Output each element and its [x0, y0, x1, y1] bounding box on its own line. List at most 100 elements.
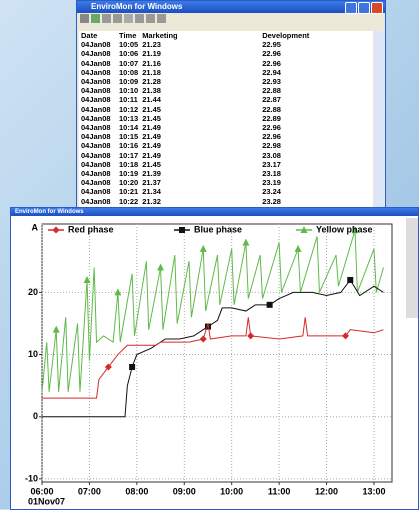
cell: 21.32 — [142, 196, 161, 206]
side-toolbar[interactable] — [406, 218, 418, 318]
cell: 10:23 — [117, 206, 140, 208]
marker — [199, 335, 207, 343]
cell: 23.24 — [262, 187, 281, 197]
plot-area — [41, 223, 393, 483]
cell: 04Jan08 — [81, 196, 111, 206]
cell: 04Jan08 — [81, 95, 111, 105]
tool-icon[interactable] — [157, 14, 166, 23]
table-row: 04Jan08 10:14 21.49 22.96 — [79, 123, 350, 132]
scrollbar[interactable] — [374, 31, 384, 208]
column-header: Time — [119, 31, 137, 40]
minimize-button[interactable] — [345, 2, 357, 14]
legend-label: Yellow phase — [316, 224, 373, 234]
marker — [347, 276, 354, 283]
cell: 10:20 — [119, 178, 139, 188]
table-row: 04Jan08 10:19 21.39 23.18 — [79, 169, 350, 178]
cell: 10:19 — [119, 169, 139, 179]
cell: 21.45 — [142, 159, 161, 169]
table-area: Date Time Marketing Development 04Jan08 10:05… — [79, 31, 373, 208]
marker — [342, 332, 350, 340]
cell: 21.18 — [142, 67, 161, 77]
cell: 23.28 — [262, 196, 281, 206]
cell: 23.19 — [262, 178, 281, 188]
tool-icon[interactable] — [80, 14, 89, 23]
cell: 22.87 — [262, 95, 281, 105]
table-row: 04Jan08 10:21 21.34 23.24 — [79, 187, 350, 196]
cell: 21.44 — [142, 95, 161, 105]
cell: 04Jan08 — [81, 49, 111, 59]
window-title: EnviroMon for Windows — [91, 2, 183, 11]
x-tick-label: 11:00 — [268, 486, 291, 496]
tool-icon[interactable] — [91, 14, 100, 23]
table-window: EnviroMon for Windows Date Time Marketing D… — [76, 0, 386, 209]
cell: 23.08 — [262, 150, 281, 160]
table-row: 04Jan08 10:15 21.49 22.96 — [79, 132, 350, 141]
cell: 04Jan08 — [81, 132, 111, 142]
y-tick-label: -10 — [25, 473, 38, 483]
legend-marker — [52, 226, 60, 234]
table-row: 04Jan08 10:11 21.44 22.87 — [79, 95, 350, 104]
cell: 04Jan08 — [79, 206, 117, 208]
cell: 21.49 — [142, 132, 161, 142]
cell: 21.37 — [142, 178, 161, 188]
marker — [104, 363, 112, 371]
cell: 21.49 — [142, 150, 161, 160]
cell: 10:09 — [119, 77, 139, 87]
table-row: 04Jan08 10:08 21.18 22.94 — [79, 68, 350, 77]
maximize-button[interactable] — [358, 2, 370, 14]
y-tick-label: 20 — [28, 287, 38, 297]
cell: 10:14 — [119, 123, 139, 133]
cell: 10:08 — [119, 67, 139, 77]
tool-icon[interactable] — [135, 14, 144, 23]
cell: 21.49 — [142, 123, 161, 133]
x-tick-label: 12:00 — [315, 486, 338, 496]
cell: 22.88 — [262, 86, 281, 96]
marker — [114, 288, 122, 296]
table-row: 04Jan08 10:22 21.32 23.28 — [79, 197, 350, 206]
cell: 04Jan08 — [81, 169, 111, 179]
tool-icon[interactable] — [124, 14, 133, 23]
cell: 23.18 — [262, 169, 281, 179]
window-title: EnviroMon for Windows — [15, 209, 84, 215]
cell: 22.94 — [262, 67, 281, 77]
cell: 22.96 — [262, 49, 281, 59]
cell: 10:13 — [119, 113, 139, 123]
marker — [157, 263, 165, 271]
cell: 10:05 — [119, 40, 139, 50]
table-row: 04Jan08 10:20 21.37 23.19 — [79, 178, 350, 187]
table-row: 04Jan08 10:09 21.28 22.93 — [79, 77, 350, 86]
cell: 23.33 — [260, 206, 350, 208]
cell: 21.39 — [142, 169, 161, 179]
x-date-label: 01Nov07 — [28, 496, 65, 506]
cell: 22.95 — [262, 40, 281, 50]
cell: 10:12 — [119, 104, 139, 114]
series-line — [42, 317, 384, 399]
legend-marker — [179, 227, 185, 233]
table-row: 04Jan08 10:16 21.49 22.98 — [79, 141, 350, 150]
tool-icon[interactable] — [146, 14, 155, 23]
cell: 22.96 — [262, 123, 281, 133]
close-button[interactable] — [371, 2, 383, 14]
cell: 23.17 — [262, 159, 281, 169]
cell: 21.31 — [140, 206, 260, 208]
marker — [247, 332, 255, 340]
cell: 22.88 — [262, 104, 281, 114]
x-tick-label: 07:00 — [78, 486, 101, 496]
table-row: 04Jan08 10:18 21.45 23.17 — [79, 160, 350, 169]
table-row: 04Jan08 10:10 21.38 22.88 — [79, 86, 350, 95]
legend-label: Blue phase — [194, 224, 242, 234]
header-row: Date Time Marketing Development — [79, 31, 350, 40]
marker — [83, 275, 91, 283]
x-tick-label: 08:00 — [125, 486, 148, 496]
table-row: 04Jan08 10:07 21.16 22.96 — [79, 59, 350, 68]
table-row: 04Jan08 10:13 21.45 22.89 — [79, 114, 350, 123]
tool-icon[interactable] — [113, 14, 122, 23]
cell: 10:11 — [119, 95, 138, 105]
data-table: Date Time Marketing Development 04Jan08 10:05… — [79, 31, 351, 208]
cell: 04Jan08 — [81, 77, 111, 87]
tool-icon[interactable] — [102, 14, 111, 23]
cell: 21.38 — [142, 86, 161, 96]
cell: 22.89 — [262, 113, 281, 123]
